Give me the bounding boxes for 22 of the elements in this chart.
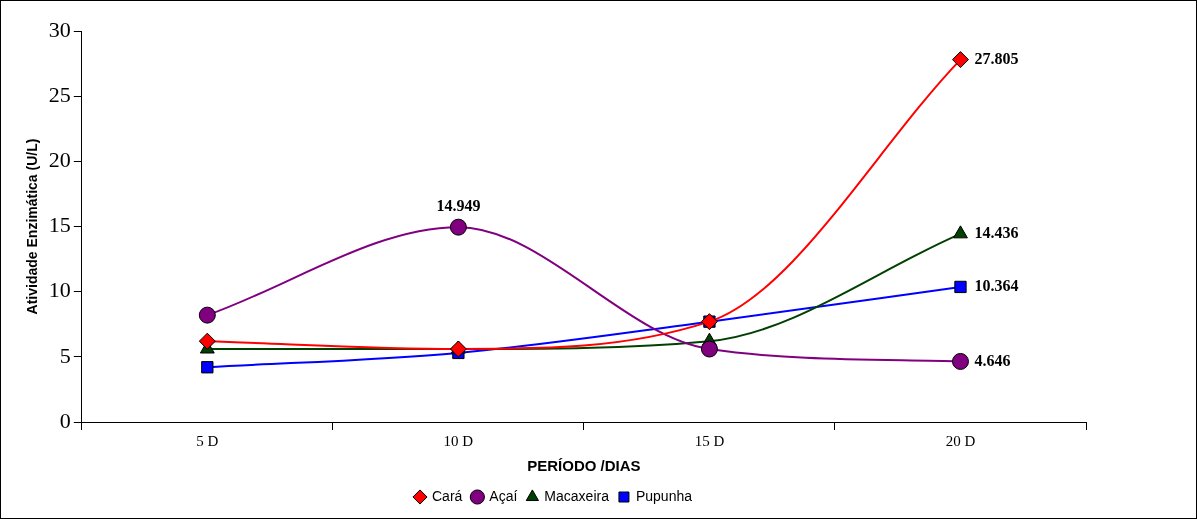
y-tick-label: 10 xyxy=(48,277,71,303)
legend-label: Cará xyxy=(432,487,463,504)
legend-label: Açaí xyxy=(489,487,518,504)
y-tick-label: 25 xyxy=(48,81,71,107)
data-label: 4.646 xyxy=(974,351,1011,369)
x-axis-title: PERÍODO /DIAS xyxy=(527,457,641,475)
y-tick-label: 0 xyxy=(59,407,71,433)
legend-label: Macaxeira xyxy=(544,487,610,504)
data-label: 14.436 xyxy=(974,223,1019,241)
y-tick-label: 5 xyxy=(59,342,71,368)
data-label: 14.949 xyxy=(436,197,481,215)
x-tick-label: 20 D xyxy=(945,432,976,449)
legend-label: Pupunha xyxy=(635,487,693,504)
x-tick-label: 10 D xyxy=(443,432,474,449)
y-axis-title: Atividade Enzimática (U/L) xyxy=(24,138,41,315)
x-tick-label: 5 D xyxy=(196,432,219,449)
y-tick-label: 30 xyxy=(48,16,71,42)
y-tick-label: 15 xyxy=(48,212,71,238)
data-label: 27.805 xyxy=(974,49,1019,67)
y-tick-label: 20 xyxy=(48,147,71,173)
data-label: 10.364 xyxy=(974,277,1019,295)
x-tick-label: 15 D xyxy=(694,432,725,449)
